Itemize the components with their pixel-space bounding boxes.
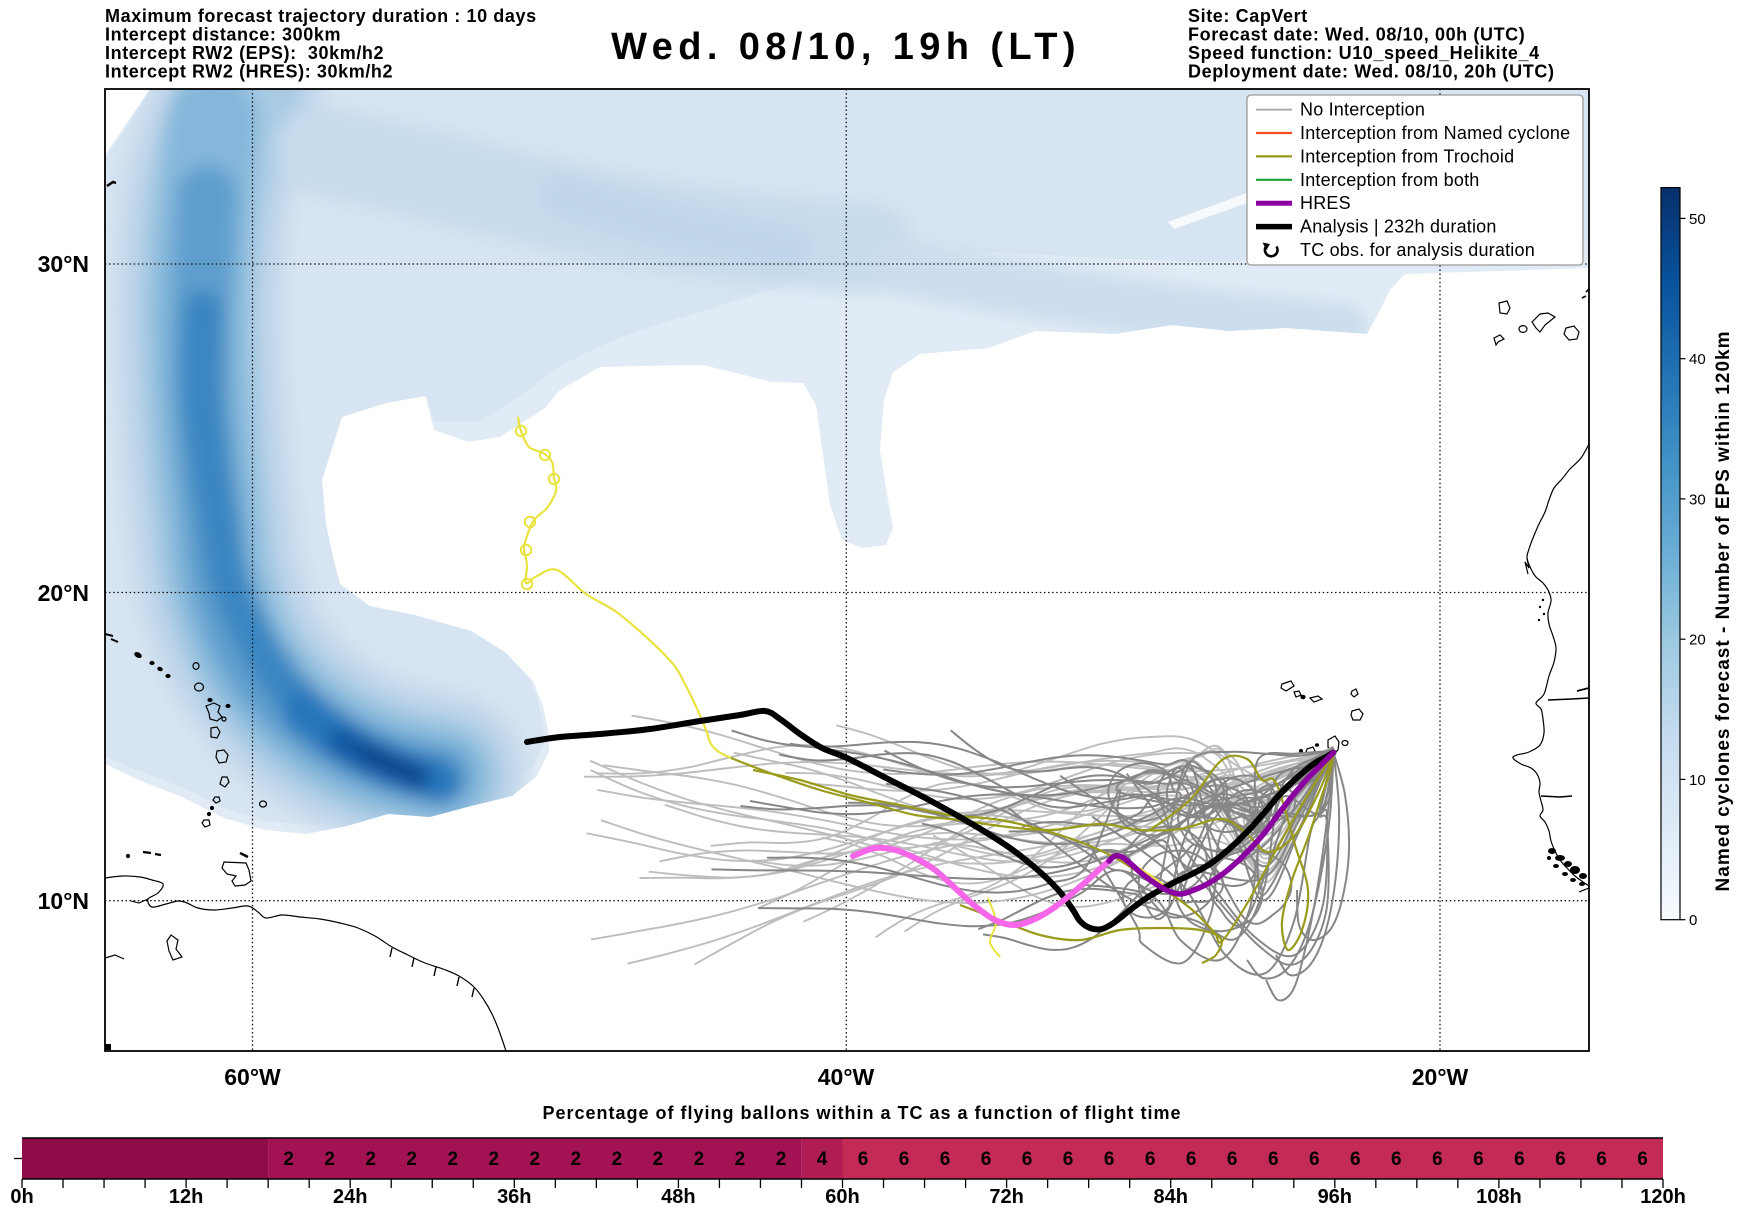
svg-text:Speed function: U10_speed_Heli: Speed function: U10_speed_Helikite_4 [1188, 43, 1540, 63]
svg-text:Percentage of flying ballons w: Percentage of flying ballons within a TC… [542, 1103, 1181, 1123]
svg-text:2: 2 [406, 1149, 417, 1170]
svg-text:12h: 12h [169, 1186, 203, 1208]
svg-text:2: 2 [571, 1149, 582, 1170]
svg-text:120h: 120h [1640, 1186, 1686, 1208]
svg-text:6: 6 [1186, 1149, 1197, 1170]
svg-text:Intercept RW2 (EPS): 30km/h2: Intercept RW2 (EPS): 30km/h2 [105, 43, 384, 63]
svg-text:6: 6 [981, 1149, 992, 1170]
svg-text:2: 2 [694, 1149, 705, 1170]
svg-text:20: 20 [1689, 632, 1706, 649]
svg-text:Maximum forecast trajectory du: Maximum forecast trajectory duration : 1… [105, 6, 537, 26]
svg-text:TC obs. for analysis duration: TC obs. for analysis duration [1300, 240, 1535, 260]
svg-text:2: 2 [612, 1149, 623, 1170]
svg-text:2: 2 [324, 1149, 335, 1170]
svg-text:2: 2 [530, 1149, 541, 1170]
svg-text:Forecast date: Wed. 08/10, 00h: Forecast date: Wed. 08/10, 00h (UTC) [1188, 25, 1525, 45]
svg-text:Intercept distance: 300km: Intercept distance: 300km [105, 25, 341, 45]
svg-text:6: 6 [1104, 1149, 1115, 1170]
svg-text:Interception from Named cyclon: Interception from Named cyclone [1300, 123, 1570, 143]
svg-text:Interception from Trochoid: Interception from Trochoid [1300, 146, 1514, 166]
svg-text:6: 6 [1596, 1149, 1607, 1170]
svg-text:6: 6 [1145, 1149, 1156, 1170]
svg-text:10: 10 [1689, 772, 1706, 789]
svg-text:Site: CapVert: Site: CapVert [1188, 6, 1308, 26]
svg-text:60h: 60h [825, 1186, 859, 1208]
svg-text:108h: 108h [1476, 1186, 1522, 1208]
svg-text:0: 0 [1689, 912, 1697, 929]
svg-text:No Interception: No Interception [1300, 100, 1425, 120]
svg-text:20°W: 20°W [1412, 1064, 1469, 1090]
svg-text:30°N: 30°N [38, 251, 89, 277]
svg-text:6: 6 [1022, 1149, 1033, 1170]
svg-text:Analysis | 232h duration: Analysis | 232h duration [1300, 217, 1497, 237]
svg-text:84h: 84h [1153, 1186, 1187, 1208]
svg-text:50: 50 [1689, 211, 1706, 228]
svg-text:6: 6 [1227, 1149, 1238, 1170]
svg-text:Named cyclones forecast - Numb: Named cyclones forecast - Number of EPS … [1713, 331, 1734, 892]
svg-text:48h: 48h [661, 1186, 695, 1208]
svg-text:2: 2 [365, 1149, 376, 1170]
svg-text:2: 2 [489, 1149, 500, 1170]
svg-text:20°N: 20°N [38, 580, 89, 606]
svg-text:72h: 72h [989, 1186, 1023, 1208]
svg-text:60°W: 60°W [224, 1064, 281, 1090]
svg-text:96h: 96h [1318, 1186, 1352, 1208]
svg-text:Deployment date: Wed. 08/10, 2: Deployment date: Wed. 08/10, 20h (UTC) [1188, 62, 1555, 82]
svg-text:2: 2 [653, 1149, 664, 1170]
svg-text:6: 6 [899, 1149, 910, 1170]
svg-text:2: 2 [735, 1149, 746, 1170]
svg-text:2: 2 [776, 1149, 787, 1170]
svg-text:6: 6 [1555, 1149, 1566, 1170]
svg-text:6: 6 [1473, 1149, 1484, 1170]
svg-text:6: 6 [1514, 1149, 1525, 1170]
svg-text:6: 6 [1309, 1149, 1320, 1170]
svg-text:Wed. 08/10, 19h (LT): Wed. 08/10, 19h (LT) [611, 26, 1081, 68]
svg-text:2: 2 [448, 1149, 459, 1170]
svg-text:30: 30 [1689, 491, 1706, 508]
svg-text:0h: 0h [10, 1186, 33, 1208]
svg-text:6: 6 [858, 1149, 869, 1170]
svg-text:HRES: HRES [1300, 193, 1351, 213]
svg-text:6: 6 [1268, 1149, 1279, 1170]
svg-text:24h: 24h [333, 1186, 367, 1208]
svg-text:Intercept RW2 (HRES): 30km/h2: Intercept RW2 (HRES): 30km/h2 [105, 62, 393, 82]
svg-text:Interception from both: Interception from both [1300, 170, 1480, 190]
svg-text:4: 4 [817, 1149, 828, 1170]
svg-text:6: 6 [940, 1149, 951, 1170]
svg-text:40°W: 40°W [818, 1064, 875, 1090]
svg-text:6: 6 [1637, 1149, 1648, 1170]
svg-text:6: 6 [1350, 1149, 1361, 1170]
svg-text:6: 6 [1063, 1149, 1074, 1170]
svg-text:2: 2 [283, 1149, 294, 1170]
svg-text:6: 6 [1432, 1149, 1443, 1170]
svg-text:6: 6 [1391, 1149, 1402, 1170]
svg-text:40: 40 [1689, 351, 1706, 368]
svg-text:36h: 36h [497, 1186, 531, 1208]
svg-text:10°N: 10°N [38, 888, 89, 914]
